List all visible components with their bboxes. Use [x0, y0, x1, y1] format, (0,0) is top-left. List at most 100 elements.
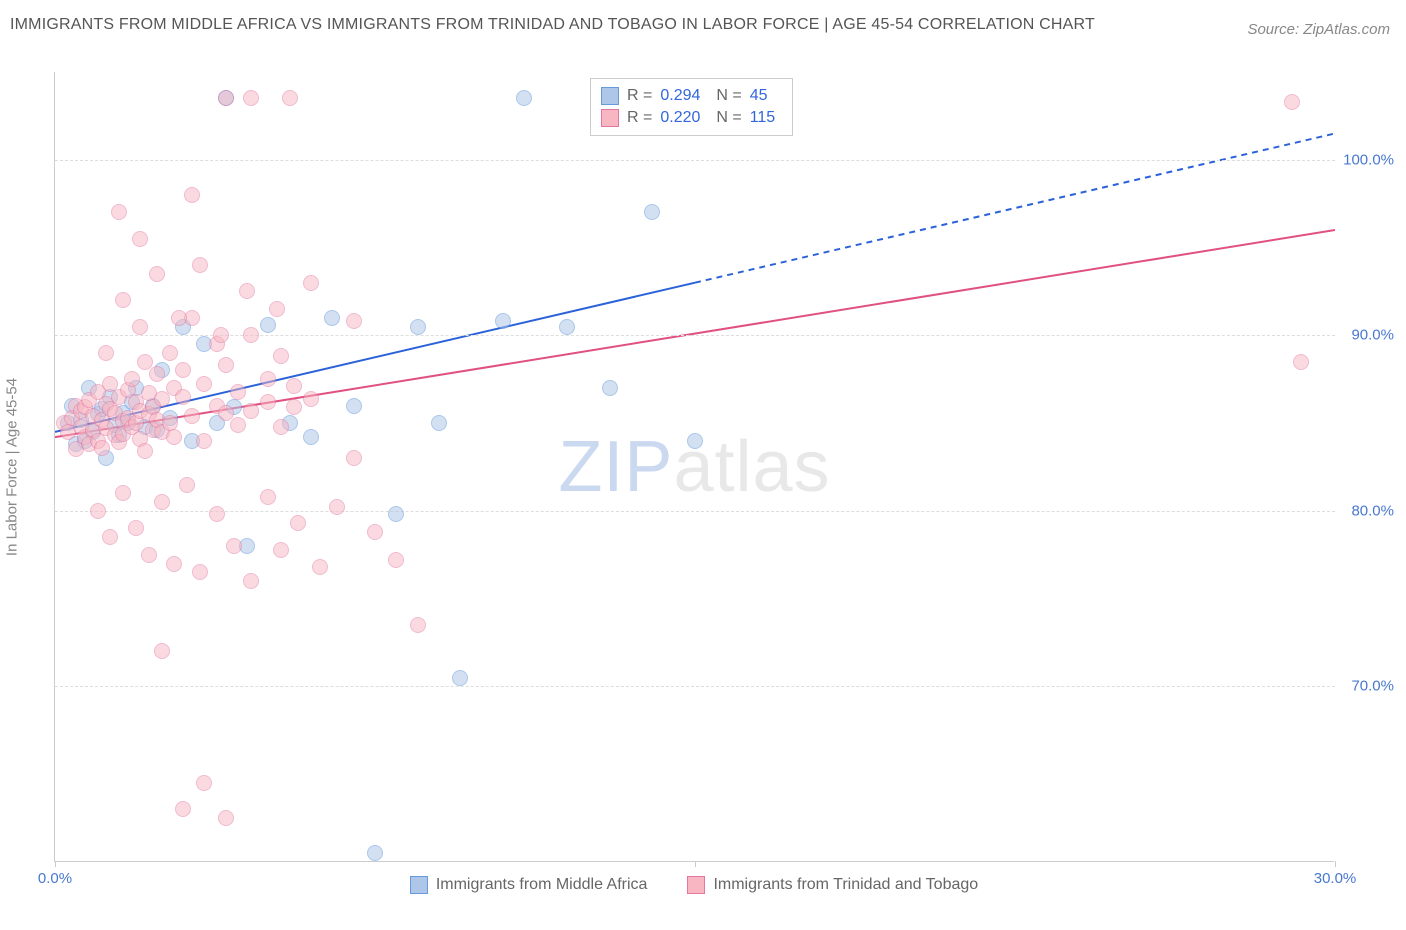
- data-point: [495, 313, 511, 329]
- data-point: [303, 391, 319, 407]
- data-point: [171, 310, 187, 326]
- data-point: [196, 376, 212, 392]
- data-point: [516, 90, 532, 106]
- legend-n-label: N =: [716, 87, 741, 105]
- data-point: [388, 506, 404, 522]
- data-point: [286, 378, 302, 394]
- data-point: [98, 345, 114, 361]
- gridline: [55, 160, 1335, 161]
- data-point: [273, 542, 289, 558]
- legend-swatch-a-icon: [410, 876, 428, 894]
- data-point: [218, 90, 234, 106]
- data-point: [184, 408, 200, 424]
- plot-container: ZIPatlas R = 0.294 N = 45 R = 0.220 N = …: [54, 72, 1394, 862]
- data-point: [166, 556, 182, 572]
- data-point: [196, 775, 212, 791]
- trend-lines: [55, 72, 1335, 862]
- data-point: [243, 327, 259, 343]
- data-point: [559, 319, 575, 335]
- legend-n-label-2: N =: [716, 109, 741, 127]
- data-point: [162, 345, 178, 361]
- data-point: [239, 283, 255, 299]
- x-tick: [1335, 861, 1336, 867]
- data-point: [115, 485, 131, 501]
- legend-swatch-series-a: [601, 87, 619, 105]
- data-point: [243, 573, 259, 589]
- data-point: [644, 204, 660, 220]
- data-point: [218, 810, 234, 826]
- data-point: [1293, 354, 1309, 370]
- data-point: [213, 327, 229, 343]
- legend-n-value-b: 115: [750, 109, 780, 127]
- data-point: [184, 187, 200, 203]
- data-point: [209, 506, 225, 522]
- data-point: [452, 670, 468, 686]
- data-point: [269, 301, 285, 317]
- data-point: [230, 384, 246, 400]
- y-tick-label: 80.0%: [1339, 502, 1394, 519]
- data-point: [243, 90, 259, 106]
- data-point: [218, 405, 234, 421]
- data-point: [141, 547, 157, 563]
- legend-swatch-b-icon: [687, 876, 705, 894]
- data-point: [431, 415, 447, 431]
- source-attribution: Source: ZipAtlas.com: [1247, 21, 1390, 38]
- data-point: [303, 275, 319, 291]
- legend-swatch-series-b: [601, 109, 619, 127]
- y-tick-label: 70.0%: [1339, 678, 1394, 695]
- data-point: [226, 538, 242, 554]
- data-point: [230, 417, 246, 433]
- data-point: [290, 515, 306, 531]
- legend-label-b: Immigrants from Trinidad and Tobago: [713, 876, 978, 894]
- data-point: [410, 617, 426, 633]
- data-point: [312, 559, 328, 575]
- title-bar: IMMIGRANTS FROM MIDDLE AFRICA VS IMMIGRA…: [0, 0, 1406, 46]
- data-point: [124, 371, 140, 387]
- data-point: [346, 313, 362, 329]
- legend-n-value-a: 45: [750, 87, 780, 105]
- data-point: [175, 801, 191, 817]
- data-point: [175, 389, 191, 405]
- data-point: [260, 371, 276, 387]
- data-point: [111, 204, 127, 220]
- legend-item-series-a: Immigrants from Middle Africa: [410, 876, 648, 894]
- data-point: [687, 433, 703, 449]
- x-tick: [695, 861, 696, 867]
- y-axis-title: In Labor Force | Age 45-54: [4, 378, 21, 556]
- data-point: [324, 310, 340, 326]
- y-tick-label: 90.0%: [1339, 327, 1394, 344]
- data-point: [154, 494, 170, 510]
- data-point: [115, 292, 131, 308]
- watermark-zip: ZIP: [558, 427, 673, 507]
- data-point: [149, 266, 165, 282]
- data-point: [303, 429, 319, 445]
- gridline: [55, 511, 1335, 512]
- data-point: [346, 398, 362, 414]
- correlation-legend: R = 0.294 N = 45 R = 0.220 N = 115: [590, 78, 793, 136]
- data-point: [243, 403, 259, 419]
- data-point: [346, 450, 362, 466]
- series-legend: Immigrants from Middle Africa Immigrants…: [54, 876, 1334, 894]
- data-point: [329, 499, 345, 515]
- data-point: [102, 529, 118, 545]
- x-tick: [55, 861, 56, 867]
- data-point: [286, 399, 302, 415]
- data-point: [90, 503, 106, 519]
- data-point: [149, 366, 165, 382]
- legend-r-value-a: 0.294: [660, 87, 708, 105]
- legend-r-label: R =: [627, 87, 652, 105]
- data-point: [273, 348, 289, 364]
- y-tick-label: 100.0%: [1339, 151, 1394, 168]
- data-point: [260, 489, 276, 505]
- data-point: [137, 354, 153, 370]
- data-point: [94, 440, 110, 456]
- data-point: [282, 90, 298, 106]
- data-point: [388, 552, 404, 568]
- plot-area: ZIPatlas R = 0.294 N = 45 R = 0.220 N = …: [54, 72, 1334, 862]
- legend-item-series-b: Immigrants from Trinidad and Tobago: [687, 876, 978, 894]
- data-point: [137, 443, 153, 459]
- data-point: [192, 564, 208, 580]
- data-point: [260, 317, 276, 333]
- data-point: [367, 524, 383, 540]
- data-point: [166, 429, 182, 445]
